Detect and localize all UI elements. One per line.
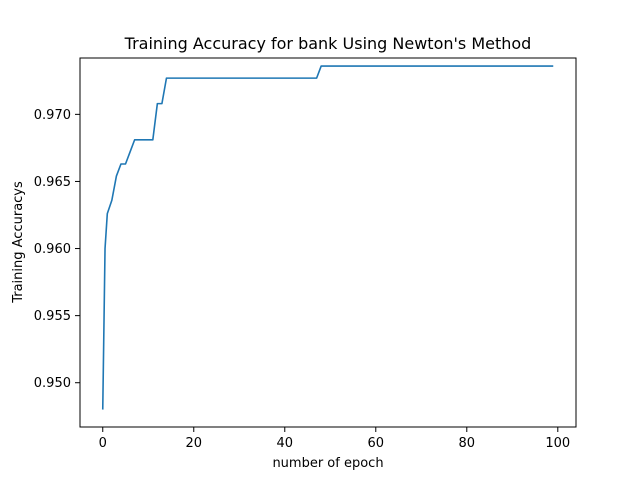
x-tick-label: 80 (459, 436, 476, 451)
y-tick-label: 0.955 (34, 309, 71, 324)
x-tick-label: 100 (545, 436, 570, 451)
series-line (101, 65, 554, 410)
x-axis: 0 20 40 60 80 100 (99, 427, 570, 451)
x-tick-label: 20 (185, 436, 202, 451)
y-tick-label: 0.970 (34, 108, 71, 123)
y-tick-label: 0.960 (34, 242, 71, 257)
x-axis-label: number of epoch (272, 456, 383, 471)
y-tick-label: 0.965 (34, 175, 71, 190)
y-tick-label: 0.950 (34, 376, 71, 391)
x-tick-label: 0 (99, 436, 107, 451)
series-layer (101, 65, 554, 410)
chart-title: Training Accuracy for bank Using Newton'… (124, 34, 532, 53)
plot-frame (79, 57, 577, 428)
y-axis: 0.950 0.955 0.960 0.965 0.970 (34, 108, 80, 391)
x-tick-label: 40 (276, 436, 293, 451)
y-axis-label: Training Accuracys (11, 181, 26, 304)
x-tick-label: 60 (368, 436, 385, 451)
